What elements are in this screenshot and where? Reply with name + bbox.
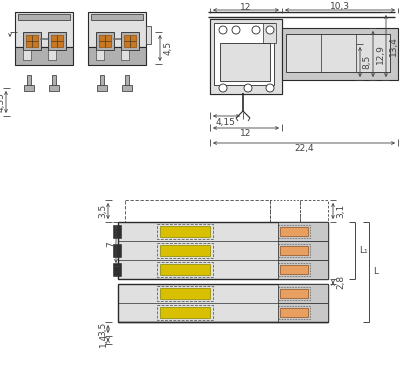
Bar (18, 14, 70, 20)
Bar (157, 286, 213, 301)
Bar (113, 244, 121, 257)
Bar (280, 289, 308, 298)
Bar (113, 263, 121, 276)
Bar (118, 284, 328, 322)
Circle shape (232, 26, 240, 34)
Bar (263, 23, 276, 43)
Bar (160, 226, 210, 237)
Bar (278, 260, 328, 279)
Bar (23, 32, 41, 50)
Bar (118, 222, 328, 279)
Bar (88, 47, 146, 65)
Text: 22,4: 22,4 (294, 144, 314, 154)
Text: 10,3: 10,3 (330, 3, 350, 12)
Bar (97, 85, 107, 91)
Bar (278, 244, 310, 257)
Bar (122, 85, 132, 91)
Bar (160, 264, 210, 275)
Bar (280, 308, 308, 317)
Bar (280, 246, 308, 255)
Circle shape (266, 26, 274, 34)
Bar (26, 35, 38, 47)
Text: 2,8: 2,8 (336, 275, 346, 289)
Bar (210, 19, 282, 94)
Text: 4,15: 4,15 (216, 118, 236, 127)
Text: 4,5: 4,5 (164, 41, 172, 55)
Bar (96, 50, 104, 60)
Bar (125, 200, 270, 222)
Bar (278, 263, 310, 276)
Text: 3,5: 3,5 (98, 204, 108, 218)
Bar (52, 75, 56, 87)
Circle shape (219, 84, 227, 92)
Bar (24, 85, 34, 91)
Text: 8,5: 8,5 (362, 55, 372, 69)
Bar (88, 12, 146, 47)
Text: 12,9: 12,9 (376, 44, 384, 64)
Text: 13,4: 13,4 (388, 36, 398, 56)
Bar (113, 225, 121, 238)
Text: L: L (373, 267, 378, 276)
Bar (121, 32, 139, 50)
Bar (124, 35, 136, 47)
Bar (146, 26, 151, 44)
Bar (300, 200, 328, 222)
Bar (278, 241, 328, 260)
Bar (278, 306, 310, 319)
Text: 1,4: 1,4 (98, 333, 108, 347)
Text: 3,5: 3,5 (98, 322, 108, 336)
Bar (282, 28, 398, 80)
Bar (48, 32, 66, 50)
Bar (157, 305, 213, 320)
Bar (27, 75, 31, 87)
Bar (121, 50, 129, 60)
Bar (96, 32, 114, 50)
Bar (100, 75, 104, 87)
Circle shape (266, 84, 274, 92)
Bar (286, 34, 390, 72)
Bar (160, 307, 210, 318)
Text: 3,1: 3,1 (336, 204, 346, 218)
Bar (280, 265, 308, 274)
Bar (214, 23, 274, 85)
Bar (99, 35, 111, 47)
Bar (160, 245, 210, 256)
Bar (278, 225, 310, 238)
Text: 4,35: 4,35 (0, 92, 6, 112)
Bar (51, 35, 63, 47)
Text: L₁: L₁ (359, 246, 368, 255)
Bar (125, 75, 129, 87)
Bar (15, 47, 73, 65)
Bar (157, 262, 213, 277)
Text: 12: 12 (240, 129, 252, 138)
Bar (15, 12, 73, 47)
Bar (157, 224, 213, 239)
Bar (278, 303, 328, 322)
Text: 7: 7 (106, 241, 116, 247)
Bar (49, 85, 59, 91)
Bar (210, 19, 282, 94)
Bar (270, 200, 300, 222)
Bar (220, 43, 270, 81)
Bar (91, 14, 143, 20)
Circle shape (219, 26, 227, 34)
Bar (160, 288, 210, 299)
Bar (278, 222, 328, 241)
Circle shape (252, 26, 260, 34)
Bar (280, 227, 308, 236)
Bar (23, 50, 31, 60)
Text: 12: 12 (240, 3, 252, 12)
Bar (48, 50, 56, 60)
Bar (157, 243, 213, 258)
Bar (278, 287, 310, 300)
Bar (278, 284, 328, 303)
Circle shape (244, 84, 252, 92)
